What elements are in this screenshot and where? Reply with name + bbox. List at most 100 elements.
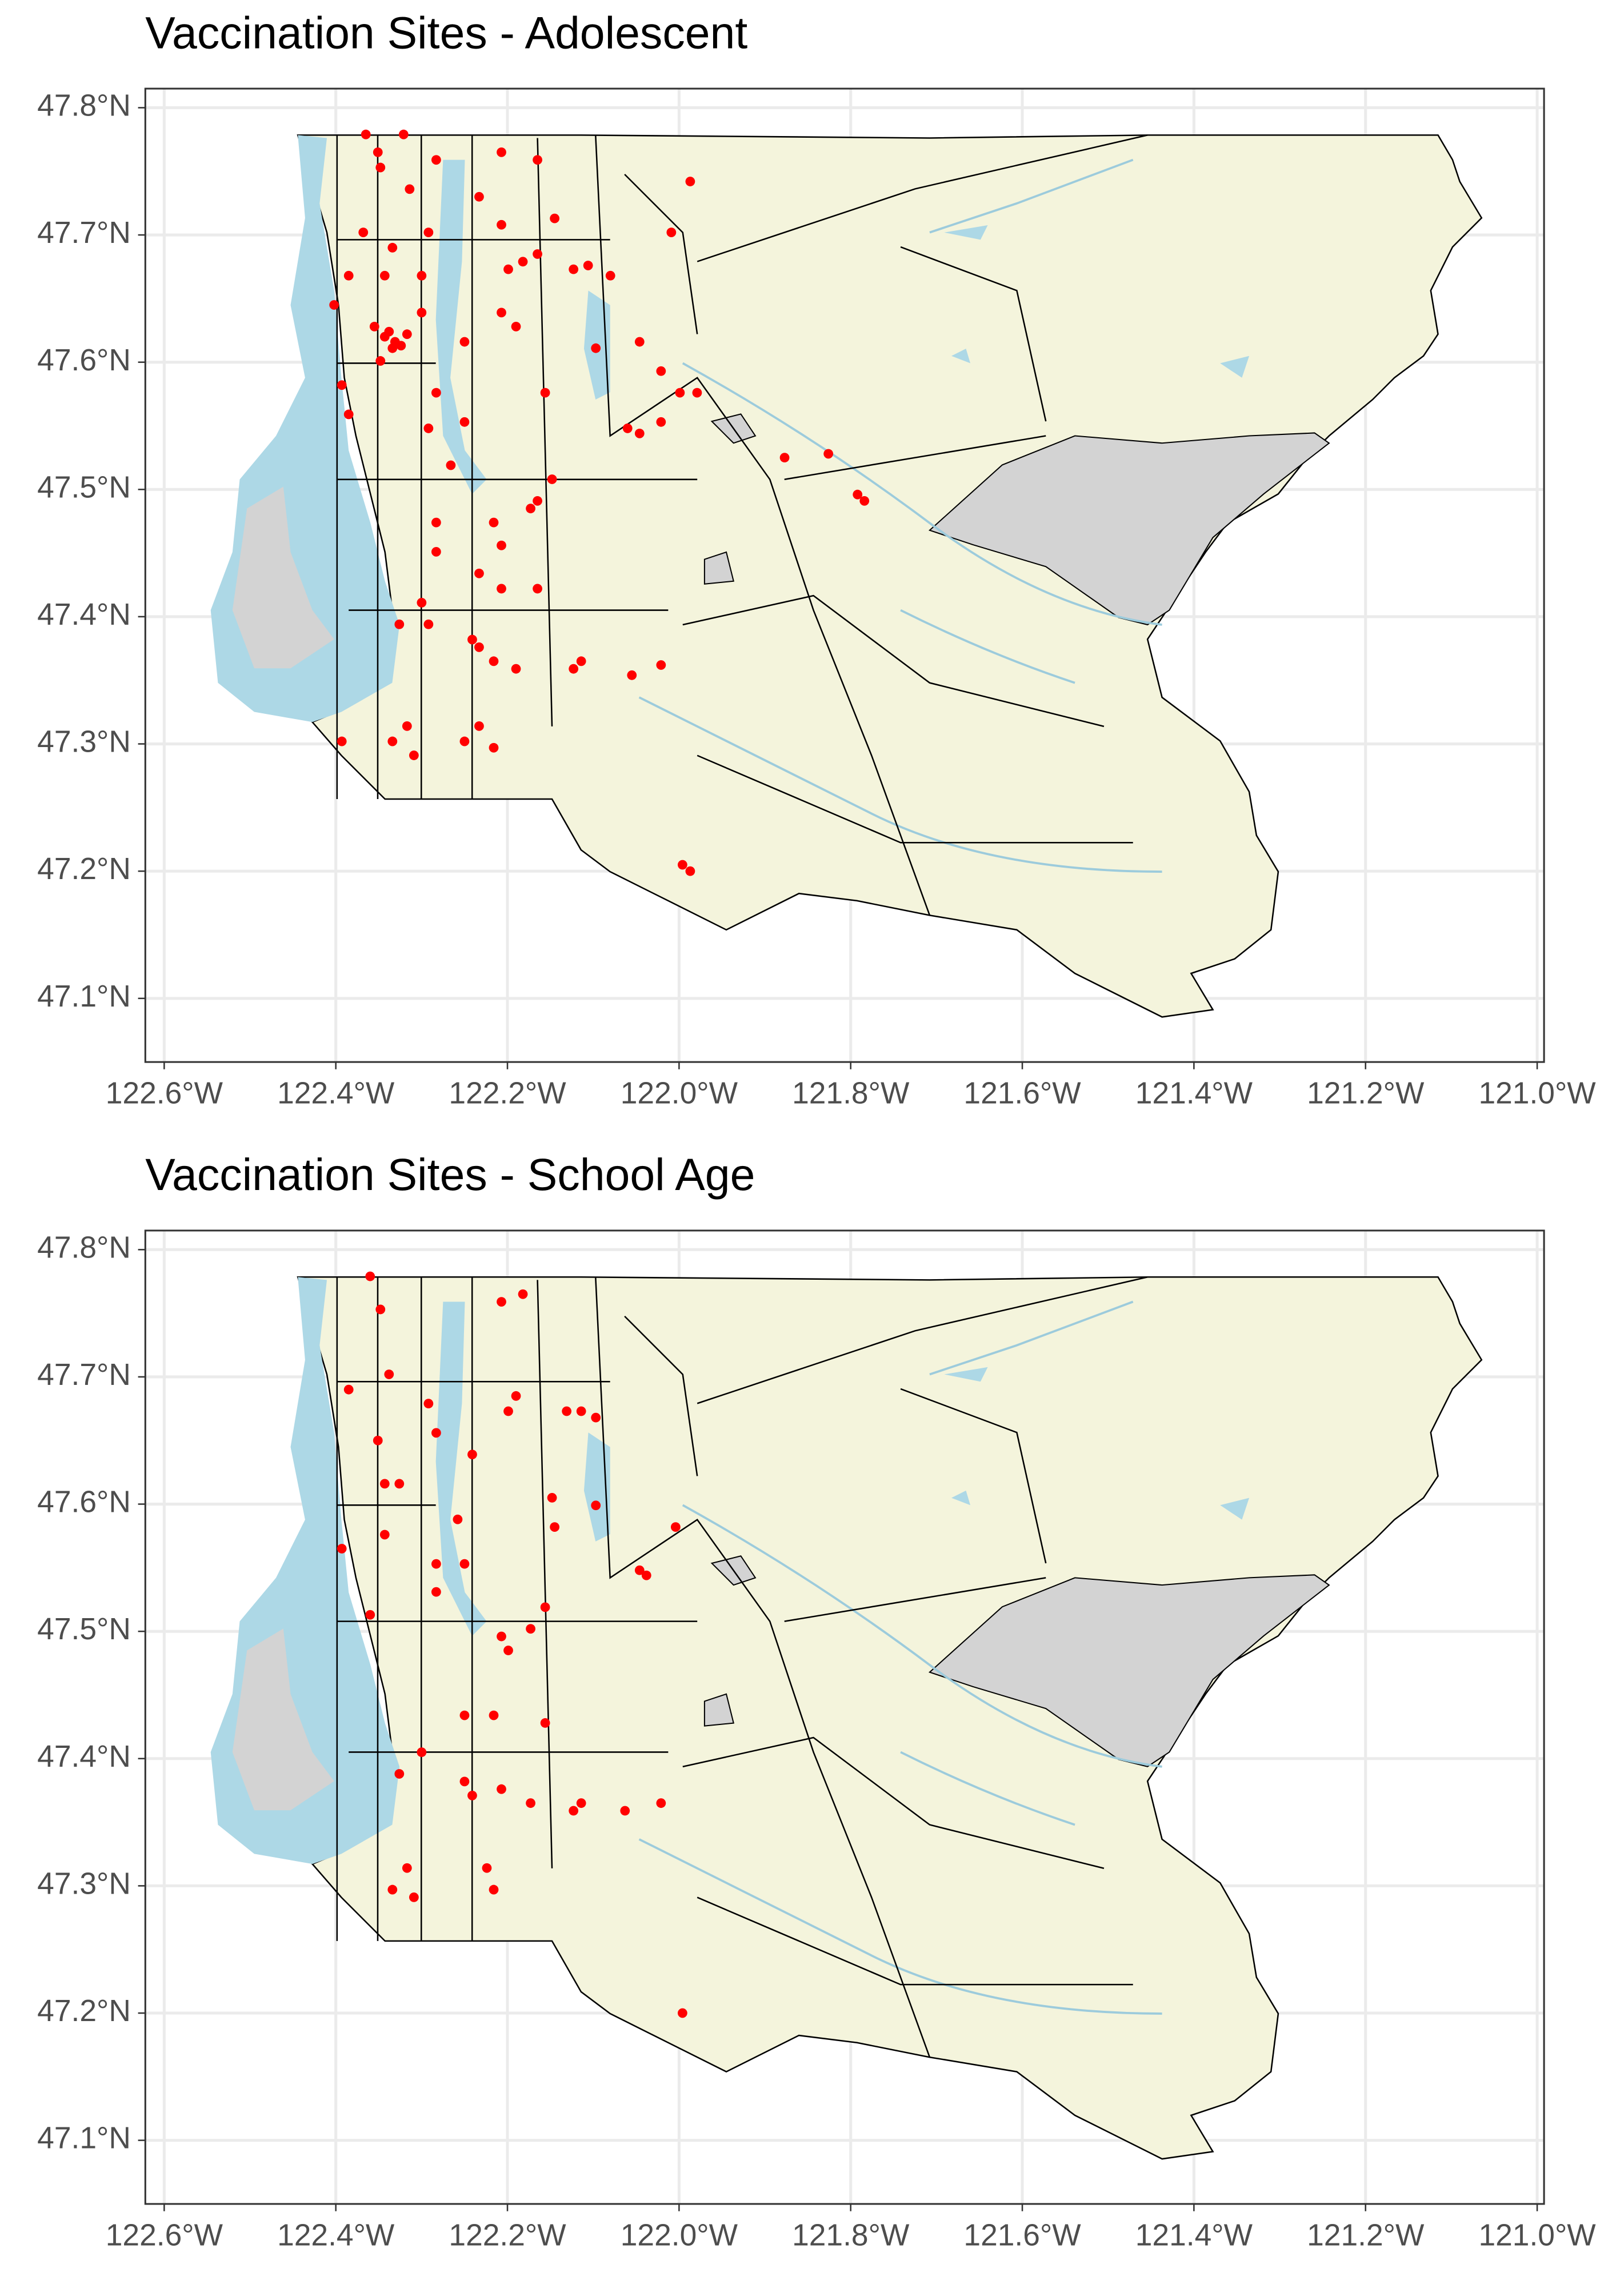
x-tick-label: 121.0°W — [1478, 1077, 1596, 1111]
x-tick-label: 122.2°W — [449, 1077, 566, 1111]
panel-border — [144, 1229, 1545, 2205]
site-point — [550, 213, 560, 223]
site-point — [431, 1587, 441, 1597]
y-tick-label: 47.6°N — [37, 1486, 131, 1519]
map-panel: Vaccination Sites - Adolescent 122.6°W 122… — [37, 7, 1596, 1110]
site-point — [365, 1610, 375, 1620]
site-point — [685, 177, 695, 186]
site-point — [859, 496, 870, 506]
site-point — [459, 1559, 470, 1569]
site-point — [489, 742, 499, 753]
site-point — [540, 388, 550, 398]
site-point — [853, 489, 863, 500]
site-point — [533, 155, 542, 165]
site-point — [503, 1646, 513, 1655]
y-tick-label: 47.4°N — [37, 598, 131, 632]
x-tick-label: 122.4°W — [277, 2218, 395, 2252]
x-tick-label: 121.8°W — [792, 1077, 910, 1111]
x-tick-label: 121.2°W — [1307, 1077, 1425, 1111]
site-point — [656, 417, 666, 427]
site-point — [576, 1406, 586, 1416]
x-tick-label: 121.6°W — [963, 2218, 1081, 2252]
site-point — [497, 584, 506, 594]
x-tick-label: 121.8°W — [792, 2218, 910, 2252]
site-point — [634, 337, 645, 347]
map-panel: Vaccination Sites - School Age 122.6°W 122… — [37, 1149, 1596, 2252]
x-tick-label: 121.0°W — [1478, 2218, 1596, 2252]
site-point — [641, 1570, 651, 1580]
x-tick-label: 122.0°W — [621, 1077, 738, 1111]
site-point — [405, 184, 415, 194]
site-point — [369, 321, 379, 332]
site-point — [375, 1304, 386, 1315]
y-tick-label: 47.7°N — [37, 216, 131, 250]
site-point — [503, 264, 513, 274]
site-point — [511, 1391, 521, 1401]
site-point — [591, 343, 601, 353]
site-point — [692, 388, 702, 398]
site-point — [634, 428, 645, 438]
site-point — [497, 1631, 506, 1642]
site-point — [497, 308, 506, 318]
site-point — [375, 356, 386, 366]
site-point — [489, 1884, 499, 1895]
y-tick-label: 47.8°N — [37, 89, 131, 123]
site-point — [343, 409, 354, 420]
x-tick-label: 122.0°W — [621, 2218, 738, 2252]
site-point — [656, 1798, 666, 1808]
site-point — [373, 1435, 383, 1446]
x-tick-label: 121.4°W — [1135, 1077, 1253, 1111]
site-point — [409, 1892, 419, 1902]
site-point — [482, 1863, 492, 1873]
site-point — [526, 1624, 535, 1634]
site-point — [459, 417, 470, 427]
x-tick-label: 122.6°W — [106, 1077, 223, 1111]
site-point — [497, 540, 506, 550]
site-point — [622, 424, 633, 433]
site-point — [620, 1806, 630, 1816]
site-point — [474, 721, 484, 731]
site-point — [467, 1450, 477, 1460]
site-point — [569, 1806, 579, 1816]
site-point — [576, 1798, 586, 1808]
y-tick-label: 47.1°N — [37, 980, 131, 1013]
y-tick-label: 47.3°N — [37, 725, 131, 759]
site-point — [373, 147, 383, 157]
site-point — [605, 270, 615, 281]
site-point — [779, 453, 790, 463]
site-point — [685, 866, 695, 876]
site-point — [489, 1710, 499, 1720]
site-point — [474, 642, 484, 652]
site-point — [453, 1514, 463, 1524]
site-point — [398, 129, 409, 139]
site-point — [431, 388, 441, 398]
site-point — [423, 227, 434, 237]
site-point — [467, 1790, 477, 1800]
site-point — [474, 568, 484, 578]
site-point — [379, 1530, 390, 1540]
y-tick-label: 47.3°N — [37, 1867, 131, 1900]
site-point — [526, 504, 535, 514]
site-point — [497, 1784, 506, 1794]
site-point — [394, 1769, 405, 1779]
site-point — [526, 1798, 535, 1808]
site-point — [358, 227, 369, 237]
site-point — [365, 1271, 375, 1281]
site-point — [489, 517, 499, 528]
site-point — [459, 337, 470, 347]
y-tick-label: 47.5°N — [37, 1612, 131, 1646]
site-point — [402, 329, 412, 340]
y-tick-label: 47.6°N — [37, 344, 131, 377]
site-point — [503, 1406, 513, 1416]
y-tick-label: 47.5°N — [37, 470, 131, 504]
site-point — [540, 1602, 550, 1612]
site-point — [431, 546, 441, 557]
site-point — [423, 424, 434, 433]
site-point — [569, 264, 579, 274]
site-point — [394, 1479, 405, 1489]
site-point — [396, 341, 406, 351]
site-point — [627, 670, 637, 680]
site-point — [547, 1493, 557, 1503]
panel-border — [144, 87, 1545, 1063]
panel-title: Vaccination Sites - School Age — [145, 1149, 755, 1200]
